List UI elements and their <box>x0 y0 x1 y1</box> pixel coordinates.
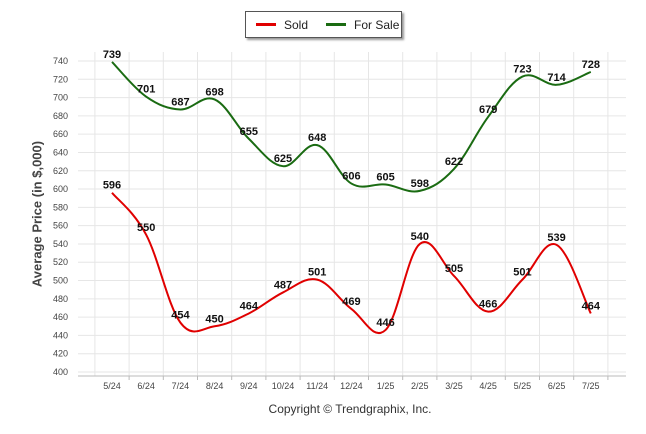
data-label-for-sale: 605 <box>376 171 394 183</box>
y-tick-label: 460 <box>53 312 68 322</box>
legend: Sold For Sale <box>245 11 402 38</box>
x-tick-label: 12/24 <box>340 381 363 391</box>
data-label-for-sale: 714 <box>547 72 566 84</box>
data-label-for-sale: 598 <box>411 178 429 190</box>
grid-lines <box>78 52 626 376</box>
legend-swatch-for-sale <box>326 23 347 26</box>
data-label-for-sale: 648 <box>308 132 326 144</box>
y-tick-label: 680 <box>53 111 68 121</box>
x-tick-label: 3/25 <box>445 381 463 391</box>
y-tick-label: 440 <box>53 330 68 340</box>
data-label-for-sale: 655 <box>240 126 258 138</box>
y-axis-label: Average Price (in $,000) <box>29 140 45 288</box>
y-tick-label: 400 <box>53 367 68 377</box>
axes: 400 420 440 460 480 500 520 540 560 580 600 620 640 6… <box>53 56 626 391</box>
x-tick-label: 1/25 <box>377 381 395 391</box>
y-tick-label: 620 <box>53 166 68 176</box>
data-label-for-sale: 606 <box>342 171 360 183</box>
data-label-sold: 596 <box>103 180 121 192</box>
data-label-sold: 501 <box>513 267 531 279</box>
data-label-sold: 446 <box>376 317 394 329</box>
data-label-sold: 539 <box>547 232 565 244</box>
x-tick-label: 4/25 <box>479 381 497 391</box>
data-label-for-sale: 739 <box>103 49 121 61</box>
data-labels: 596 550 454 450 464 487 501 469 446 540 505 466 501 5… <box>103 49 601 329</box>
data-label-for-sale: 723 <box>513 64 531 76</box>
y-tick-label: 420 <box>53 349 68 359</box>
y-tick-label: 540 <box>53 239 68 249</box>
x-tick-label: 2/25 <box>411 381 429 391</box>
y-tick-label: 740 <box>53 56 68 66</box>
x-tick-label: 5/24 <box>103 381 121 391</box>
y-tick-label: 700 <box>53 93 68 103</box>
data-label-for-sale: 687 <box>171 96 189 108</box>
y-tick-label: 640 <box>53 147 68 157</box>
y-tick-label: 660 <box>53 129 68 139</box>
y-tick-label: 560 <box>53 221 68 231</box>
data-label-for-sale: 679 <box>479 104 497 116</box>
x-tick-label: 8/24 <box>206 381 224 391</box>
data-label-sold: 464 <box>582 300 601 312</box>
series-line-for-sale <box>111 61 592 193</box>
data-label-sold: 505 <box>445 263 463 275</box>
x-tick-label: 6/25 <box>548 381 566 391</box>
legend-swatch-sold <box>256 23 276 26</box>
legend-item-for-sale[interactable]: For Sale <box>326 18 399 32</box>
y-tick-label: 600 <box>53 184 68 194</box>
y-tick-label: 720 <box>53 74 68 84</box>
data-label-for-sale: 625 <box>274 153 292 165</box>
y-tick-label: 580 <box>53 202 68 212</box>
data-label-sold: 450 <box>205 313 223 325</box>
x-tick-label: 10/24 <box>272 381 295 391</box>
y-tick-label: 520 <box>53 257 68 267</box>
x-tick-label: 9/24 <box>240 381 258 391</box>
y-tick-label: 500 <box>53 276 68 286</box>
x-tick-label: 7/24 <box>172 381 190 391</box>
data-label-for-sale: 701 <box>137 84 155 96</box>
legend-label-sold: Sold <box>284 17 309 32</box>
series-lines <box>111 61 592 334</box>
data-label-sold: 501 <box>308 267 326 279</box>
data-label-sold: 454 <box>171 310 190 322</box>
data-label-for-sale: 622 <box>445 156 463 168</box>
x-tick-label: 11/24 <box>306 381 328 391</box>
series-line-sold <box>111 192 592 334</box>
x-tick-label: 7/25 <box>582 381 600 391</box>
copyright-text: Copyright © Trendgraphix, Inc. <box>268 402 432 416</box>
legend-item-sold[interactable]: Sold <box>256 18 308 32</box>
data-label-sold: 469 <box>342 296 360 308</box>
y-tick-label: 480 <box>53 294 68 304</box>
legend-label-for-sale: For Sale <box>354 17 400 32</box>
data-label-sold: 466 <box>479 299 497 311</box>
data-label-sold: 464 <box>240 300 259 312</box>
data-label-sold: 550 <box>137 222 155 234</box>
x-tick-label: 5/25 <box>514 381 532 391</box>
data-label-sold: 487 <box>274 279 292 291</box>
data-label-for-sale: 698 <box>205 86 223 98</box>
x-tick-label: 6/24 <box>137 381 155 391</box>
data-label-sold: 540 <box>411 231 429 243</box>
data-label-for-sale: 728 <box>582 59 600 71</box>
